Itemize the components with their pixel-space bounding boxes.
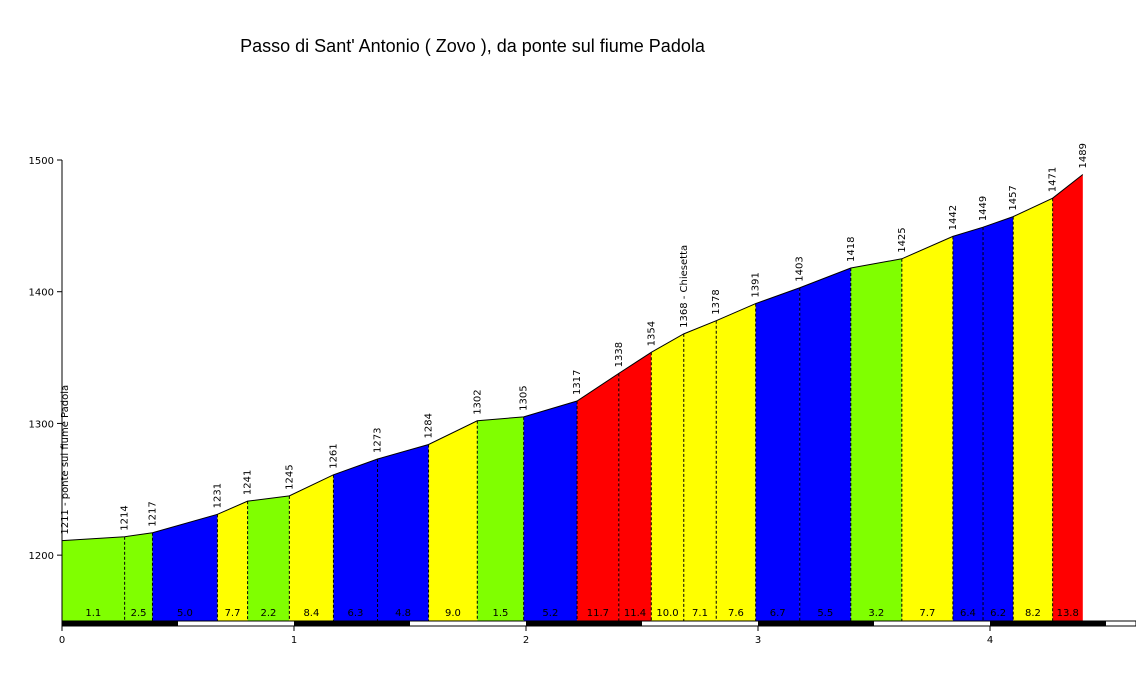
gradient-label: 6.3 — [348, 608, 364, 619]
gradient-label: 2.5 — [131, 608, 147, 619]
y-tick-label: 1500 — [29, 156, 54, 167]
profile-segment — [217, 501, 248, 621]
profile-segment — [577, 373, 619, 621]
elevation-label: 1378 — [711, 289, 722, 314]
gradient-label: 6.7 — [770, 608, 786, 619]
profile-line — [61, 174, 1084, 542]
gradient-label: 7.7 — [225, 608, 241, 619]
elevation-labels: 1211 - ponte sul fiume Padola 1214 1217 123… — [60, 143, 1089, 535]
x-tick-label: 0 — [59, 635, 65, 646]
gradient-label: 6.4 — [960, 608, 976, 619]
x-axis-bar-block — [758, 621, 874, 626]
elevation-label: 1317 — [572, 370, 583, 395]
elevation-label: 1391 — [751, 272, 762, 297]
profile-segment — [152, 514, 218, 621]
gradient-label: 10.0 — [656, 608, 678, 619]
profile-segment — [850, 258, 902, 621]
elevation-label: 1457 — [1008, 185, 1019, 210]
x-axis: 0 1 2 3 4 — [59, 620, 1136, 646]
elevation-label: 1489 — [1078, 143, 1089, 168]
gradient-label: 13.8 — [1057, 608, 1079, 619]
elevation-label: 1302 — [472, 389, 483, 414]
x-axis-bar-block — [526, 621, 642, 626]
profile-segment — [377, 444, 429, 621]
elevation-label: 1245 — [284, 464, 295, 489]
gradient-label: 8.4 — [303, 608, 319, 619]
gradient-label: 2.2 — [261, 608, 277, 619]
elevation-label: 1231 — [212, 483, 223, 508]
profile-segment — [247, 495, 290, 621]
elevation-label: 1217 — [147, 501, 158, 526]
profile-segments — [62, 174, 1083, 621]
profile-segment — [477, 416, 524, 621]
elevation-label: 1368 - Chiesetta — [679, 245, 690, 328]
profile-segment — [799, 268, 851, 621]
x-axis-bar-block — [990, 621, 1106, 626]
elevation-label: 1449 — [978, 196, 989, 221]
profile-segment — [333, 458, 378, 621]
elevation-label: 1425 — [897, 227, 908, 252]
profile-segment — [523, 401, 578, 621]
y-tick-label: 1400 — [29, 288, 54, 299]
x-axis-bar-block — [62, 621, 178, 626]
elevation-label: 1284 — [424, 413, 435, 438]
gradient-label: 4.8 — [395, 608, 411, 619]
profile-segment — [62, 536, 125, 621]
gradient-label: 5.2 — [542, 608, 558, 619]
elevation-label: 1442 — [948, 205, 959, 230]
profile-segment — [651, 333, 684, 621]
gradient-label: 1.5 — [493, 608, 509, 619]
profile-segment — [289, 474, 334, 621]
elevation-label: 1261 — [328, 443, 339, 468]
elevation-label: 1305 — [519, 385, 530, 410]
gradient-label: 11.4 — [624, 608, 646, 619]
gradient-label: 9.0 — [445, 608, 461, 619]
gradient-label: 3.2 — [868, 608, 884, 619]
gradient-label: 6.2 — [990, 608, 1006, 619]
gradient-label: 11.7 — [587, 608, 609, 619]
profile-segment — [124, 532, 153, 621]
segment-dividers — [124, 198, 1054, 621]
y-axis: 1200 1300 1400 1500 — [29, 156, 63, 621]
gradient-label: 7.6 — [728, 608, 744, 619]
elevation-label: 1211 - ponte sul fiume Padola — [60, 385, 71, 535]
gradient-labels: 1.1 2.5 5.0 7.7 2.2 8.4 6.3 4.8 9.0 1.5 5.2 11.7 11.… — [85, 608, 1078, 619]
elevation-label: 1338 — [614, 342, 625, 367]
x-tick-label: 1 — [291, 635, 297, 646]
profile-segment — [983, 216, 1014, 621]
gradient-label: 7.7 — [919, 608, 935, 619]
profile-segment — [683, 320, 717, 621]
profile-segment — [428, 420, 478, 621]
profile-segment — [952, 227, 984, 621]
x-tick-label: 2 — [523, 635, 529, 646]
profile-segment — [901, 236, 953, 621]
gradient-label: 7.1 — [692, 608, 708, 619]
gradient-label: 5.0 — [177, 608, 193, 619]
elevation-label: 1418 — [846, 237, 857, 262]
profile-segment — [618, 352, 652, 621]
y-tick-label: 1300 — [29, 419, 54, 430]
profile-segment — [1013, 198, 1053, 621]
profile-segment — [1052, 174, 1083, 621]
chart-title: Passo di Sant' Antonio ( Zovo ), da pont… — [240, 36, 705, 56]
y-tick-label: 1200 — [29, 551, 54, 562]
elevation-label: 1403 — [795, 256, 806, 281]
x-axis-bar-block — [294, 621, 410, 626]
x-tick-label: 4 — [987, 635, 993, 646]
gradient-label: 8.2 — [1025, 608, 1041, 619]
gradient-label: 1.1 — [85, 608, 101, 619]
gradient-label: 5.5 — [817, 608, 833, 619]
profile-segment — [755, 287, 800, 621]
elevation-label: 1354 — [646, 321, 657, 346]
x-tick-label: 3 — [755, 635, 761, 646]
elevation-label: 1214 — [120, 505, 131, 530]
elevation-label: 1273 — [373, 428, 384, 453]
elevation-label: 1471 — [1048, 167, 1059, 192]
profile-segment — [716, 303, 756, 621]
elevation-label: 1241 — [243, 470, 254, 495]
